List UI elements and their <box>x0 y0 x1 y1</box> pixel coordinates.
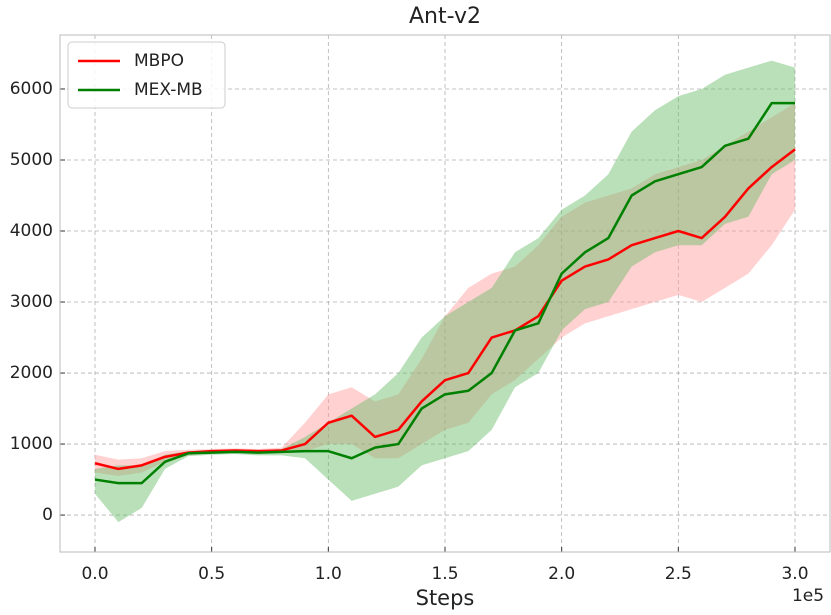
x-tick-label: 2.5 <box>665 564 692 584</box>
plot-frame <box>59 34 831 553</box>
y-tick-label: 2000 <box>10 363 53 383</box>
x-tick-label: 0.0 <box>81 564 108 584</box>
y-tick-label: 1000 <box>10 434 53 454</box>
y-tick-label: 0 <box>42 505 53 525</box>
legend-label: MBPO <box>134 51 184 71</box>
chart-title: Ant-v2 <box>409 4 481 29</box>
x-tick-label: 1.0 <box>315 564 342 584</box>
legend-label: MEX-MB <box>134 80 203 100</box>
legend-box <box>67 41 226 109</box>
y-tick-label: 5000 <box>10 150 53 170</box>
x-tick-label: 3.0 <box>781 564 808 584</box>
x-tick-label: 2.0 <box>548 564 575 584</box>
x-axis-label: Steps <box>416 586 475 610</box>
error-band <box>95 60 795 523</box>
x-tick-label: 0.5 <box>198 564 225 584</box>
y-tick-label: 6000 <box>10 79 53 99</box>
error-band <box>95 103 795 477</box>
x-offset-label: 1e5 <box>792 586 824 606</box>
line <box>94 148 796 471</box>
y-tick-label: 3000 <box>10 292 53 312</box>
x-tick-label: 1.5 <box>431 564 458 584</box>
line <box>94 101 795 485</box>
y-tick-label: 4000 <box>10 221 53 241</box>
